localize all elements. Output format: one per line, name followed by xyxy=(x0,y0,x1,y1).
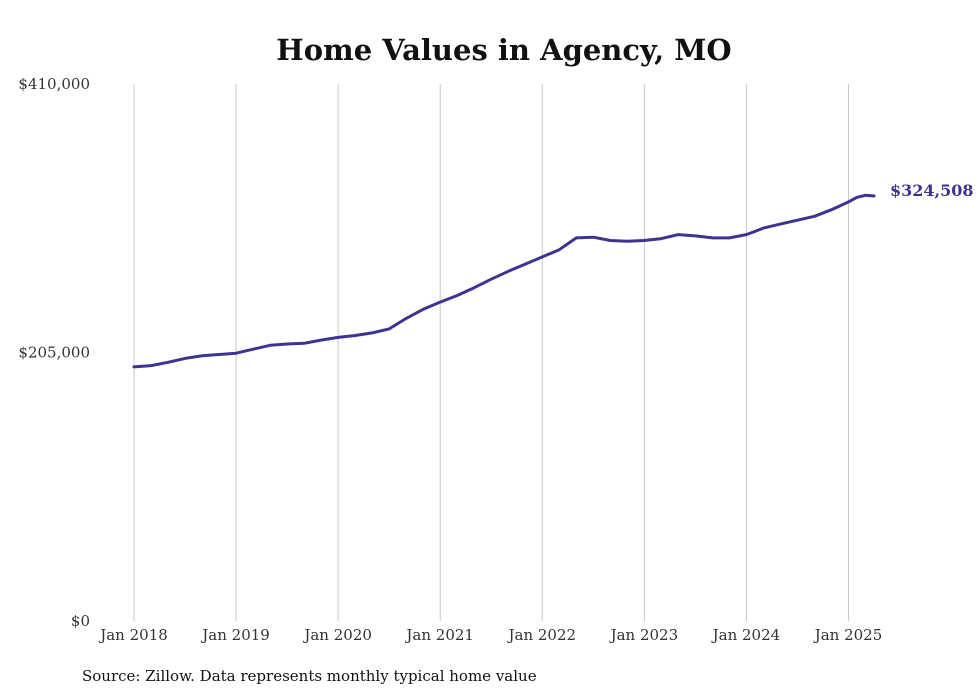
y-tick-label: $205,000 xyxy=(18,344,90,362)
x-tick-label: Jan 2023 xyxy=(609,626,679,644)
y-tick-label: $410,000 xyxy=(18,75,90,93)
chart-title: Home Values in Agency, MO xyxy=(276,33,731,67)
x-tick-label: Jan 2025 xyxy=(813,626,883,644)
y-axis: $410,000 $205,000 $0 xyxy=(18,75,90,630)
series xyxy=(132,193,876,369)
grid xyxy=(133,84,849,621)
y-tick-label: $0 xyxy=(71,612,90,630)
x-tick-label: Jan 2022 xyxy=(506,626,576,644)
source-note: Source: Zillow. Data represents monthly … xyxy=(82,667,537,685)
series-line xyxy=(132,193,876,369)
x-tick-label: Jan 2018 xyxy=(98,626,168,644)
end-value-label: $324,508 xyxy=(890,181,974,200)
x-tick-label: Jan 2021 xyxy=(404,626,474,644)
x-tick-label: Jan 2020 xyxy=(302,626,372,644)
x-axis: Jan 2018 Jan 2019 Jan 2020 Jan 2021 Jan 2022… xyxy=(98,626,882,644)
x-tick-label: Jan 2024 xyxy=(711,626,781,644)
x-tick-label: Jan 2019 xyxy=(200,626,270,644)
